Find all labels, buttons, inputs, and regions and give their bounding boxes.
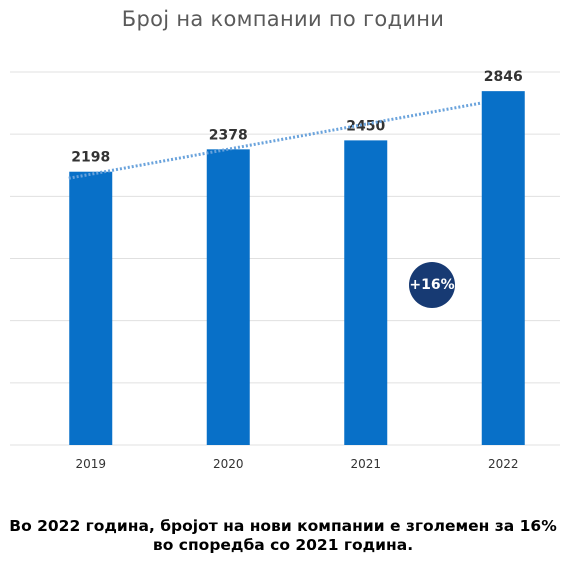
x-tick-label: 2021 <box>350 457 381 471</box>
caption-line-1: Во 2022 година, бројот на нови компании … <box>9 517 557 535</box>
bars <box>69 91 525 445</box>
x-tick-label: 2020 <box>213 457 244 471</box>
bar <box>206 149 250 445</box>
data-label: 2450 <box>346 118 385 134</box>
bar <box>344 140 388 445</box>
data-labels: 2198 2378 2450 2846 <box>71 69 522 166</box>
caption: Во 2022 година, бројот на нови компании … <box>0 517 566 555</box>
x-tick-label: 2019 <box>75 457 106 471</box>
data-label: 2846 <box>484 69 523 85</box>
data-label: 2378 <box>209 127 248 143</box>
data-label: 2198 <box>71 150 110 166</box>
x-tick-labels: 2019 2020 2021 2022 <box>75 457 518 471</box>
percent-change-badge: +16% <box>409 262 455 308</box>
bar <box>481 91 525 445</box>
trendline <box>68 101 482 180</box>
bar-chart: 2198 2378 2450 2846 2019 2020 2021 2022 <box>10 69 560 471</box>
trendline-path <box>68 101 482 180</box>
caption-line-2: во споредба со 2021 година. <box>152 536 414 554</box>
bar <box>69 171 113 445</box>
x-tick-label: 2022 <box>488 457 519 471</box>
chart-title: Број на компании по години <box>121 7 445 31</box>
